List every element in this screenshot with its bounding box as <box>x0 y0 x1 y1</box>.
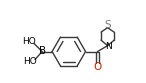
Text: HO: HO <box>22 37 36 46</box>
Text: N: N <box>105 42 112 51</box>
Text: B: B <box>39 46 46 56</box>
Text: S: S <box>104 20 111 30</box>
Text: HO: HO <box>23 57 37 66</box>
Text: O: O <box>93 62 102 72</box>
